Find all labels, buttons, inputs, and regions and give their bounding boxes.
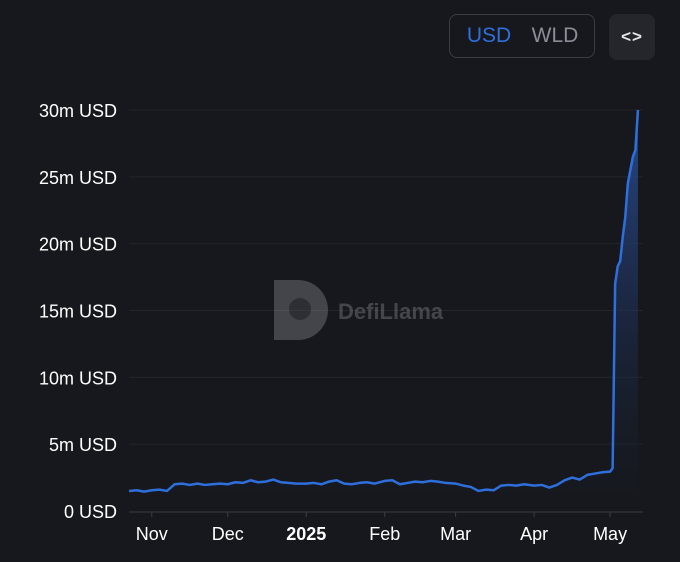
y-tick-label: 10m USD	[39, 368, 117, 388]
x-tick-label: 2025	[286, 524, 326, 544]
y-tick-label: 0 USD	[64, 502, 117, 522]
x-tick-label: Apr	[520, 524, 548, 544]
embed-button[interactable]: <>	[609, 14, 655, 60]
x-tick-label: Dec	[212, 524, 244, 544]
data-points	[128, 109, 638, 492]
x-tick-label: Feb	[369, 524, 400, 544]
x-tick-label: May	[593, 524, 627, 544]
grid	[129, 109, 643, 513]
currency-option-usd[interactable]: USD	[466, 24, 512, 47]
currency-toggle: USD WLD	[449, 14, 595, 58]
y-tick-label: 15m USD	[39, 302, 117, 322]
code-brackets-icon: <>	[621, 27, 643, 46]
x-tick-label: Nov	[136, 524, 168, 544]
y-tick-label: 20m USD	[39, 235, 117, 255]
x-tick-label: Mar	[440, 524, 471, 544]
currency-option-wld[interactable]: WLD	[531, 24, 579, 47]
x-axis: Nov Dec 2025 Feb Mar Apr May	[136, 512, 627, 544]
watermark: DefiLlama	[274, 280, 444, 340]
y-tick-label: 30m USD	[39, 101, 117, 121]
llama-logo-icon	[274, 280, 328, 340]
llama-logo-face	[289, 298, 311, 320]
y-axis: 0 USD 5m USD 10m USD 15m USD 20m USD 25m USD 3…	[39, 101, 117, 522]
y-tick-label: 25m USD	[39, 168, 117, 188]
watermark-text: DefiLlama	[338, 299, 444, 324]
y-tick-label: 5m USD	[49, 435, 117, 455]
